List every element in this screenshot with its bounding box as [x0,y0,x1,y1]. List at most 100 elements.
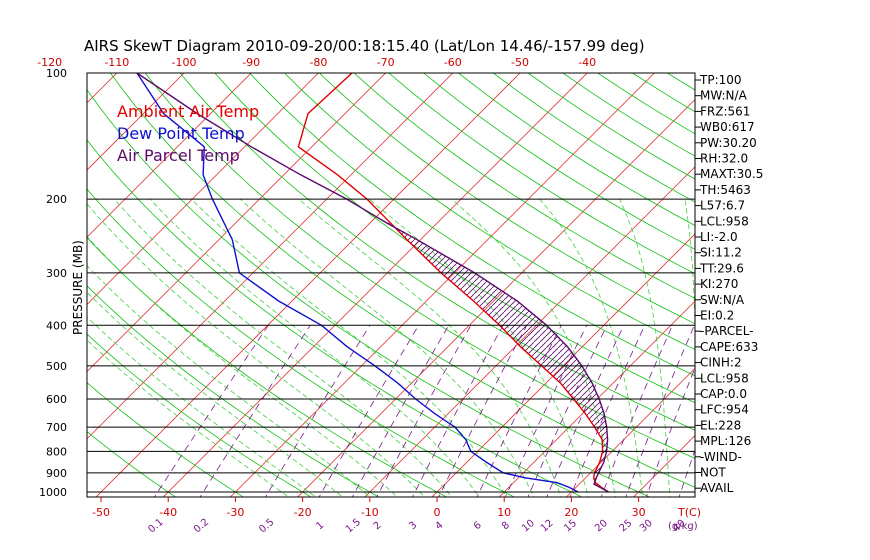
parcel-temp-line [136,73,609,493]
index-value: RH:32.0 [700,152,748,166]
top-temperature-tick-label: -80 [309,56,327,69]
top-temperature-tick-label: -70 [377,56,395,69]
bottom-temperature-tick-label: -20 [294,506,312,519]
dry-adiabat [87,285,380,497]
mixing-ratio-label: 8 [500,520,512,533]
bottom-temperature-tick-label: -10 [361,506,379,519]
isotherm-line [95,73,521,497]
mixing-ratio-label: 15 [562,518,579,535]
moist-adiabat [87,339,290,497]
isotherm-line [565,367,695,497]
isotherm-line [87,73,387,373]
mixing-ratio-line [625,325,695,497]
isotherm-line [162,73,588,497]
isotherm-line [87,73,118,104]
mixing-ratio-label: 20 [593,518,610,535]
mixing-ratio-line [438,325,528,497]
background-lines [0,64,870,501]
mixing-ratio-label: 1.5 [344,517,363,536]
legend-entry: Air Parcel Temp [117,146,240,165]
top-temperature-tick-label: -40 [578,56,596,69]
dry-adiabat [737,73,870,501]
index-value: LFC:954 [700,403,749,417]
dry-adiabat [493,73,695,203]
bottom-temperature-tick-label: -40 [159,506,177,519]
pressure-tick-label: 800 [46,445,67,458]
dry-adiabat [249,73,695,377]
index-value: FRZ:561 [700,104,750,118]
dry-adiabat [87,188,516,497]
ambient-temp-line [297,73,609,493]
index-value: PW:30.20 [700,136,757,150]
isotherm-line [87,73,319,305]
mixing-ratio-label: 4 [434,520,446,533]
bottom-temperature-tick-label: -30 [226,506,244,519]
moist-adiabat [87,291,344,497]
y-axis-label: PRESSURE (MB) [71,240,85,335]
index-value: LCL:958 [700,214,749,228]
top-temperature-tick-label: -100 [172,56,197,69]
pressure-tick-label: 300 [46,267,67,280]
pressure-tick-label: 1000 [39,486,67,499]
isotherm-line [831,64,870,501]
dry-adiabat [110,73,695,488]
mixing-ratio-label: 30 [638,518,655,535]
moist-adiabat [87,235,398,497]
dry-adiabat [353,73,695,299]
moist-adiabat [539,198,644,497]
isotherm-line [498,300,695,497]
dry-adiabat [144,73,695,459]
top-temperature-tick-label: -50 [511,56,529,69]
mixing-ratio-line [600,325,673,497]
dry-adiabat [319,73,695,325]
mixing-ratio-line [265,325,371,497]
dewpoint-line [136,73,579,493]
dry-adiabat [284,73,695,350]
bottom-temperature-tick-label: 0 [434,506,441,519]
mixing-ratio-label: 1 [314,520,326,533]
mixing-ratio-label: 3 [407,520,419,533]
isotherm-line [0,64,59,501]
moist-adiabat [87,203,425,497]
pressure-tick-label: 100 [46,67,67,80]
mixing-ratio-line [351,325,450,497]
bottom-temperature-tick-label: 30 [632,506,646,519]
mixing-ratio-label: 12 [539,518,556,535]
moist-adiabat [240,198,535,497]
mixing-ratio-line [476,325,562,497]
dry-adiabat [458,73,695,226]
dry-adiabat [388,73,695,275]
mixing-ratio-line [318,325,420,497]
dry-adiabat [87,431,177,497]
index-value: SI:11.2 [700,246,742,260]
plot-frame [86,72,696,498]
dry-adiabat [214,73,695,404]
index-value: -WIND- [700,450,742,464]
index-value: SW:N/A [700,293,745,307]
legend: Ambient Air Temp Dew Point Temp Air Parcel… [117,102,259,165]
mixing-ratio-label: 0.5 [257,517,276,536]
index-value: KI:270 [700,277,738,291]
moist-adiabat [149,198,480,497]
pressure-tick-label: 900 [46,467,67,480]
pressure-tick-label: 600 [46,393,67,406]
bottom-temperature-tick-label: -50 [92,506,110,519]
index-value: LCL:958 [700,371,749,385]
mixing-ratio-line [527,325,608,497]
top-temperature-tick-label: -120 [37,56,62,69]
isotherm-line [229,73,655,497]
chart-title: AIRS SkewT Diagram 2010-09-20/00:18:15.4… [84,37,645,55]
mixing-ratio-line [546,325,625,497]
dry-adiabat [423,73,695,250]
mixing-ratio-label: 0.1 [146,517,165,536]
mixing-ratio-label: 2 [372,520,384,533]
series-lines [136,73,609,493]
bottom-temperature-tick-label: 10 [497,506,511,519]
index-value: -PARCEL- [700,324,754,338]
pressure-tick-label: 500 [46,360,67,373]
mixing-ratio-label: 25 [618,518,635,535]
mixing-ratio-label: 0.2 [192,517,211,536]
